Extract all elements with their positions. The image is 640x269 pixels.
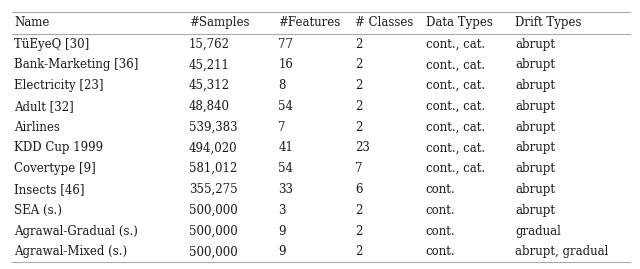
Text: Name: Name	[14, 16, 49, 29]
Text: 2: 2	[355, 79, 363, 92]
Text: 9: 9	[278, 245, 286, 259]
Text: SEA (s.): SEA (s.)	[14, 204, 62, 217]
Text: Insects [46]: Insects [46]	[14, 183, 84, 196]
Text: Airlines: Airlines	[14, 121, 60, 134]
Text: abrupt: abrupt	[515, 141, 556, 154]
Text: cont., cat.: cont., cat.	[426, 162, 484, 175]
Text: abrupt: abrupt	[515, 37, 556, 51]
Text: Data Types: Data Types	[426, 16, 492, 29]
Text: 6: 6	[355, 183, 363, 196]
Text: 54: 54	[278, 100, 293, 113]
Text: 500,000: 500,000	[189, 225, 237, 238]
Text: cont.: cont.	[426, 245, 455, 259]
Text: 54: 54	[278, 162, 293, 175]
Text: 48,840: 48,840	[189, 100, 230, 113]
Text: 2: 2	[355, 58, 363, 71]
Text: cont., cat.: cont., cat.	[426, 141, 484, 154]
Text: # Classes: # Classes	[355, 16, 413, 29]
Text: 9: 9	[278, 225, 286, 238]
Text: 355,275: 355,275	[189, 183, 237, 196]
Text: 45,312: 45,312	[189, 79, 230, 92]
Text: 77: 77	[278, 37, 293, 51]
Text: 2: 2	[355, 245, 363, 259]
Text: abrupt: abrupt	[515, 79, 556, 92]
Text: KDD Cup 1999: KDD Cup 1999	[14, 141, 103, 154]
Text: Bank-Marketing [36]: Bank-Marketing [36]	[14, 58, 138, 71]
Text: cont.: cont.	[426, 183, 455, 196]
Text: 8: 8	[278, 79, 286, 92]
Text: 33: 33	[278, 183, 293, 196]
Text: 41: 41	[278, 141, 293, 154]
Text: 7: 7	[278, 121, 286, 134]
Text: 2: 2	[355, 225, 363, 238]
Text: abrupt: abrupt	[515, 204, 556, 217]
Text: Adult [32]: Adult [32]	[14, 100, 74, 113]
Text: 3: 3	[278, 204, 286, 217]
Text: 45,211: 45,211	[189, 58, 230, 71]
Text: #Features: #Features	[278, 16, 340, 29]
Text: Drift Types: Drift Types	[515, 16, 582, 29]
Text: #Samples: #Samples	[189, 16, 250, 29]
Text: 23: 23	[355, 141, 370, 154]
Text: abrupt: abrupt	[515, 100, 556, 113]
Text: cont.: cont.	[426, 225, 455, 238]
Text: 2: 2	[355, 100, 363, 113]
Text: cont.: cont.	[426, 204, 455, 217]
Text: gradual: gradual	[515, 225, 561, 238]
Text: cont., cat.: cont., cat.	[426, 37, 484, 51]
Text: 2: 2	[355, 37, 363, 51]
Text: 500,000: 500,000	[189, 204, 237, 217]
Text: TüEyeQ [30]: TüEyeQ [30]	[14, 37, 90, 51]
Text: Agrawal-Gradual (s.): Agrawal-Gradual (s.)	[14, 225, 138, 238]
Text: cont., cat.: cont., cat.	[426, 121, 484, 134]
Text: Electricity [23]: Electricity [23]	[14, 79, 104, 92]
Text: Agrawal-Mixed (s.): Agrawal-Mixed (s.)	[14, 245, 127, 259]
Text: 500,000: 500,000	[189, 245, 237, 259]
Text: abrupt, gradual: abrupt, gradual	[515, 245, 609, 259]
Text: 15,762: 15,762	[189, 37, 230, 51]
Text: cont., cat.: cont., cat.	[426, 58, 484, 71]
Text: Covertype [9]: Covertype [9]	[14, 162, 96, 175]
Text: 581,012: 581,012	[189, 162, 237, 175]
Text: abrupt: abrupt	[515, 162, 556, 175]
Text: 2: 2	[355, 204, 363, 217]
Text: 539,383: 539,383	[189, 121, 237, 134]
Text: 7: 7	[355, 162, 363, 175]
Text: cont., cat.: cont., cat.	[426, 100, 484, 113]
Text: abrupt: abrupt	[515, 121, 556, 134]
Text: 494,020: 494,020	[189, 141, 237, 154]
Text: 16: 16	[278, 58, 293, 71]
Text: abrupt: abrupt	[515, 58, 556, 71]
Text: 2: 2	[355, 121, 363, 134]
Text: abrupt: abrupt	[515, 183, 556, 196]
Text: cont., cat.: cont., cat.	[426, 79, 484, 92]
